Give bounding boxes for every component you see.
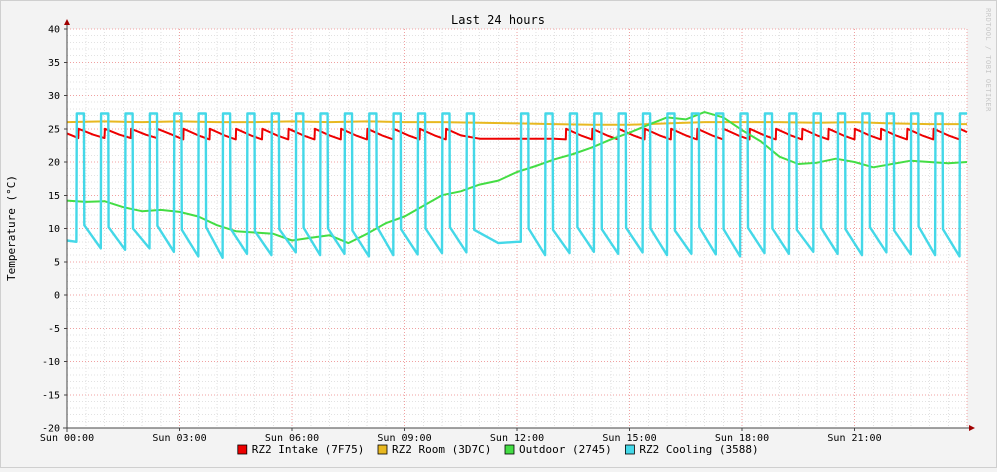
y-tick-label: -5 — [48, 324, 60, 335]
grid — [66, 28, 968, 429]
series-line-4 — [66, 112, 967, 259]
y-tick-label: -20 — [42, 424, 60, 435]
y-axis-label: Temperature (°C) — [5, 175, 18, 281]
y-tick-label: 40 — [48, 25, 60, 36]
x-tick-labels: Sun 00:00 Sun 03:00 Sun 06:00 Sun 09:00 Sun … — [40, 428, 882, 444]
y-tick-label: 20 — [48, 158, 60, 169]
y-tick-label: -10 — [42, 357, 60, 368]
x-tick-label: Sun 03:00 — [152, 433, 206, 444]
legend-label: Outdoor (2745) — [519, 443, 612, 456]
chart-title: Last 24 hours — [451, 13, 545, 27]
legend-swatch — [377, 444, 388, 455]
x-tick-label: Sun 06:00 — [265, 433, 319, 444]
y-axis-arrow — [64, 19, 70, 25]
series-line-2 — [66, 120, 967, 126]
y-tick-label: 5 — [54, 257, 60, 268]
y-tick-label: 30 — [48, 91, 60, 102]
x-tick-label: Sun 12:00 — [490, 433, 544, 444]
legend-label: RZ2 Intake (7F75) — [252, 443, 365, 456]
x-tick-label: Sun 21:00 — [827, 433, 881, 444]
y-tick-label: -15 — [42, 390, 60, 401]
legend-label: RZ2 Cooling (3588) — [639, 443, 758, 456]
axes — [63, 19, 975, 432]
y-tick-label: 15 — [48, 191, 60, 202]
y-tick-label: 10 — [48, 224, 60, 235]
x-axis-arrow — [969, 425, 975, 431]
y-tick-labels: 40 35 30 25 20 15 10 5 0 -5 -10 -15 -20 — [42, 25, 67, 435]
legend-label: RZ2 Room (3D7C) — [392, 443, 491, 456]
x-tick-label: Sun 00:00 — [40, 433, 94, 444]
y-tick-label: 0 — [54, 291, 60, 302]
watermark: RRDTOOL / TOBI OETIKER — [984, 8, 992, 112]
legend: RZ2 Intake (7F75) RZ2 Room (3D7C) Outdoor … — [237, 443, 759, 456]
series-line-3 — [66, 111, 968, 245]
legend-swatch — [625, 444, 635, 455]
legend-swatch — [504, 444, 515, 455]
y-tick-label: 25 — [48, 124, 60, 135]
y-tick-label: 35 — [48, 58, 60, 69]
legend-swatch — [237, 444, 248, 455]
x-tick-label: Sun 15:00 — [602, 433, 656, 444]
series-lines — [66, 111, 968, 259]
x-tick-label: Sun 18:00 — [715, 433, 769, 444]
x-tick-label: Sun 09:00 — [377, 433, 431, 444]
